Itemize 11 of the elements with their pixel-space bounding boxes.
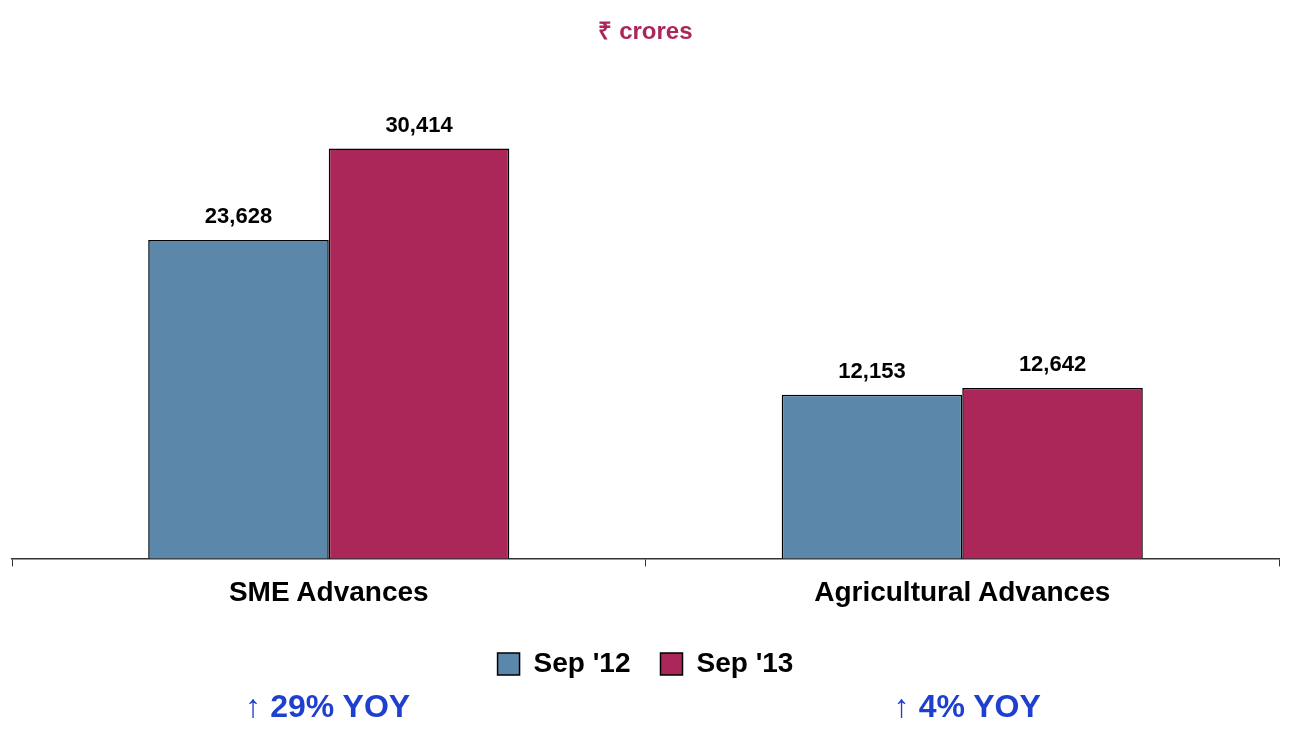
data-label: 23,628 (204, 203, 273, 229)
data-label: 12,642 (1018, 351, 1087, 377)
data-label: 12,153 (838, 357, 906, 383)
data-label: 30,414 (385, 111, 454, 137)
legend-label: Sep '13 (696, 646, 794, 678)
text: ↑ 29% YOY (244, 688, 412, 725)
chart-title: ₹ crores (598, 17, 693, 45)
text: ↑ 4% YOY (892, 688, 1042, 725)
x-tick-label: Agricultural Advances (814, 575, 1111, 607)
legend-label: Sep '12 (533, 646, 631, 678)
x-tick-label: SME Advances (228, 575, 429, 607)
